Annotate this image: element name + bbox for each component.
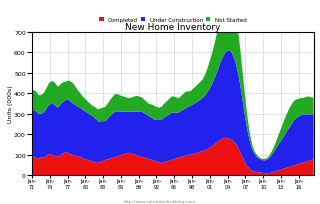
Title: New Home Inventory: New Home Inventory bbox=[125, 23, 220, 32]
Legend: Completed, Under Construction, Not Started: Completed, Under Construction, Not Start… bbox=[98, 17, 248, 24]
Text: http://www.calculatedriskblog.com/: http://www.calculatedriskblog.com/ bbox=[124, 199, 196, 203]
Y-axis label: Units (000s): Units (000s) bbox=[8, 85, 12, 123]
